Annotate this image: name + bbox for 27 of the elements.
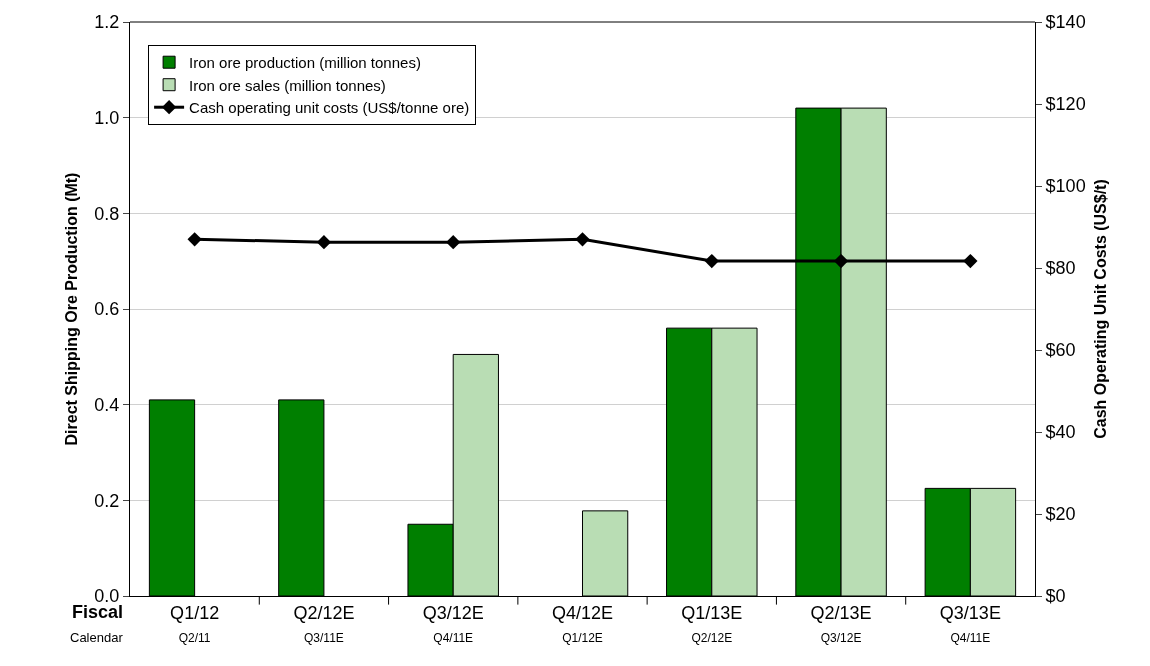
y-tick-label: 0.4 [94,394,120,415]
x-tick-label: Q2/13E Q3/12E [810,602,872,645]
y2-tick-label: $100 [1045,176,1086,197]
y-tick-label: 0.2 [94,490,120,511]
x-tick-label: Q4/12E Q1/12E [551,602,614,645]
legend-label: Iron ore sales (million tonnes) [189,76,386,94]
x-tick-label: Q3/12E Q4/11E [422,602,484,645]
x-tick-label: Q1/12 Q2/11 [170,602,220,645]
x-tick-label: Q3/13E Q4/11E [939,602,1001,645]
y2-tick-label: $20 [1045,504,1076,525]
y2-axis-title: Cash Operating Unit Costs (US$/t) [1092,179,1110,439]
y2-tick-label: $80 [1045,258,1076,279]
y-axis-title: Direct Shipping Ore Production (Mt) [63,172,81,446]
y2-tick-label: $40 [1045,422,1076,443]
x-tick-label: Q1/13E Q2/12E [681,602,743,645]
y2-tick-label: $140 [1045,12,1086,33]
y2-tick-label: $60 [1045,340,1076,361]
text: Calendar [70,630,124,645]
y-tick-label: 1.0 [94,107,120,128]
y-tick-label: 0.8 [94,203,120,224]
y-tick-label: 1.2 [94,12,120,33]
x-tick-label: Q2/12E Q3/11E [293,602,355,645]
y-tick-label: 0.6 [94,299,120,320]
y2-tick-label: $0 [1045,586,1066,607]
legend-label: Cash operating unit costs (US$/tonne ore) [189,99,470,117]
legend-label: Iron ore production (million tonnes) [189,54,421,72]
y2-tick-label: $120 [1045,94,1086,115]
